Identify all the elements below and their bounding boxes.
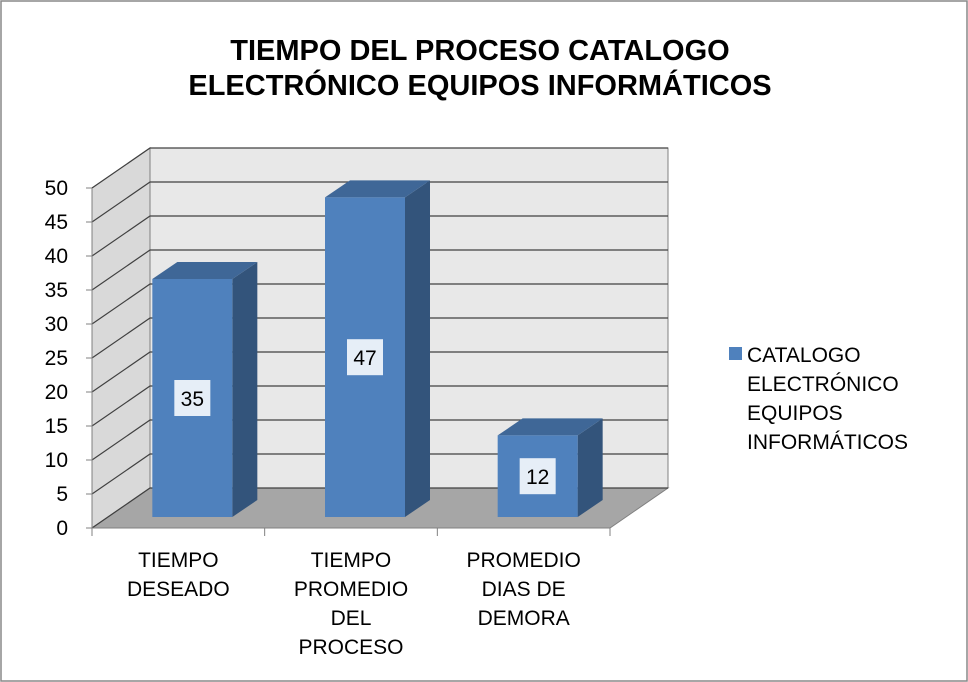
- y-tick-label: 50: [45, 177, 68, 200]
- bar-top: [152, 262, 258, 279]
- grid-line: [91, 215, 668, 257]
- grid-line: [91, 249, 668, 291]
- bar-top: [497, 418, 603, 436]
- y-tick-label: 25: [45, 347, 68, 370]
- value-label: 12: [526, 466, 549, 489]
- value-label-box: [519, 458, 556, 495]
- y-tick-label: 45: [45, 211, 68, 234]
- y-tick-label: 30: [45, 313, 68, 336]
- chart-title: TIEMPO DEL PROCESO CATALOGO ELECTRÓNICO E…: [188, 35, 771, 102]
- y-tick-label: 15: [45, 415, 68, 438]
- bar-side: [405, 180, 430, 517]
- grid-line: [91, 283, 668, 325]
- grid-line: [91, 487, 668, 529]
- value-label-box: [347, 339, 383, 376]
- bar-side: [232, 262, 258, 517]
- y-tick-label: 5: [56, 483, 68, 506]
- grid-line: [91, 385, 668, 427]
- grid-line: [91, 419, 668, 461]
- bar-side: [577, 418, 603, 517]
- legend-swatch: [729, 347, 742, 360]
- grid-line: [91, 453, 668, 495]
- value-label: 47: [353, 347, 376, 370]
- grid-line: [91, 351, 668, 393]
- y-tick-label: 10: [45, 449, 68, 472]
- x-tick-label: PROMEDIO DIAS DE DEMORA: [466, 549, 580, 630]
- value-label-box: [174, 380, 211, 416]
- y-tick-label: 35: [45, 279, 68, 302]
- y-tick-label: 0: [56, 517, 68, 540]
- bar-top: [325, 180, 430, 198]
- grid-line: [91, 181, 668, 223]
- x-tick-label: TIEMPO DESEADO: [127, 549, 230, 601]
- value-label: 35: [181, 388, 204, 411]
- y-tick-label: 20: [45, 381, 68, 404]
- x-tick-label: TIEMPO PROMEDIO DEL PROCESO: [294, 549, 408, 659]
- grid-line: [91, 147, 668, 189]
- y-tick-label: 40: [45, 245, 68, 268]
- legend-label: CATALOGO ELECTRÓNICO EQUIPOS INFORMÁTICOS: [747, 344, 908, 454]
- grid-line: [91, 317, 668, 359]
